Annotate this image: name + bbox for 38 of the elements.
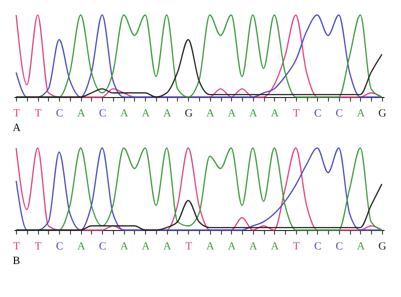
x-tick-label: A — [356, 108, 365, 120]
x-tick-label: C — [336, 240, 343, 252]
x-tick-label: A — [270, 240, 279, 252]
x-tick-label: T — [13, 108, 20, 120]
x-tick-label: T — [292, 240, 300, 252]
x-tick-label: A — [249, 240, 258, 252]
x-tick-label: C — [314, 240, 322, 252]
x-tick-label: A — [228, 240, 236, 252]
x-tick-label: A — [77, 240, 86, 252]
x-tick-label: A — [206, 240, 214, 252]
x-tick-label: A — [77, 108, 86, 120]
x-tick-label: G — [378, 240, 386, 252]
x-tick-label: T — [34, 240, 42, 252]
x-tick-label: T — [13, 240, 20, 252]
x-tick-label: A — [163, 108, 172, 120]
x-tick-label: A — [270, 108, 279, 120]
x-tick-label: C — [99, 108, 106, 120]
x-tick-label: C — [336, 108, 343, 120]
x-tick-label: T — [34, 108, 42, 120]
x-tick-label: C — [314, 108, 322, 120]
x-tick-label: A — [356, 240, 365, 252]
x-tick-label: C — [99, 240, 106, 252]
text: A — [12, 122, 21, 134]
x-tick-label: A — [228, 108, 236, 120]
x-tick-label: T — [185, 240, 192, 252]
x-tick-label: A — [120, 108, 128, 120]
x-tick-label: G — [184, 108, 193, 120]
x-tick-label: T — [292, 108, 300, 120]
x-tick-label: C — [56, 108, 64, 120]
x-tick-label: A — [206, 108, 214, 120]
x-tick-label: G — [378, 108, 386, 120]
x-tick-label: A — [163, 240, 172, 252]
x-tick-label: A — [249, 108, 258, 120]
text: B — [12, 255, 20, 267]
x-tick-label: A — [142, 108, 150, 120]
x-tick-label: A — [120, 240, 128, 252]
x-tick-label: A — [142, 240, 150, 252]
x-tick-label: C — [56, 240, 64, 252]
